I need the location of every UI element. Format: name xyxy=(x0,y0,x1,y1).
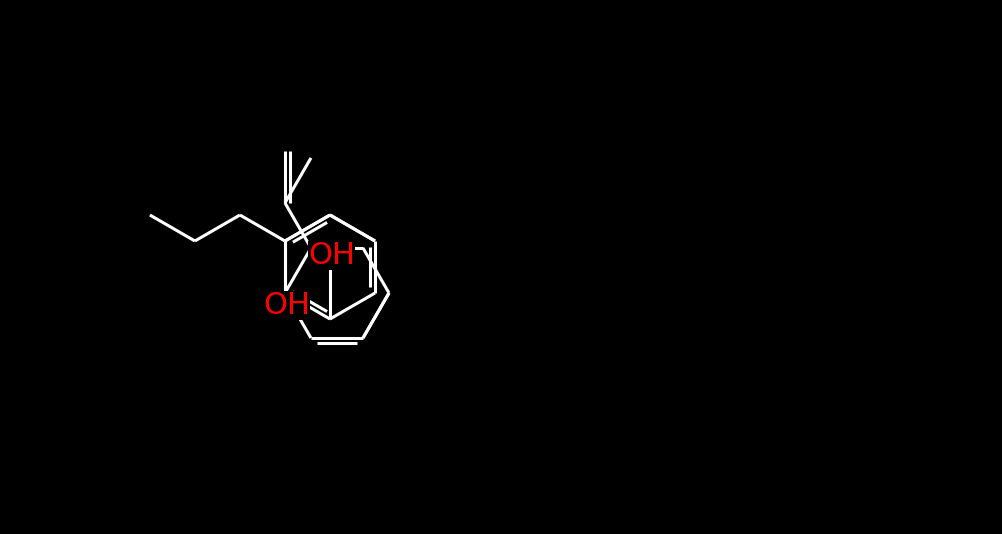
Text: OH: OH xyxy=(309,240,355,270)
Text: OH: OH xyxy=(264,290,311,319)
